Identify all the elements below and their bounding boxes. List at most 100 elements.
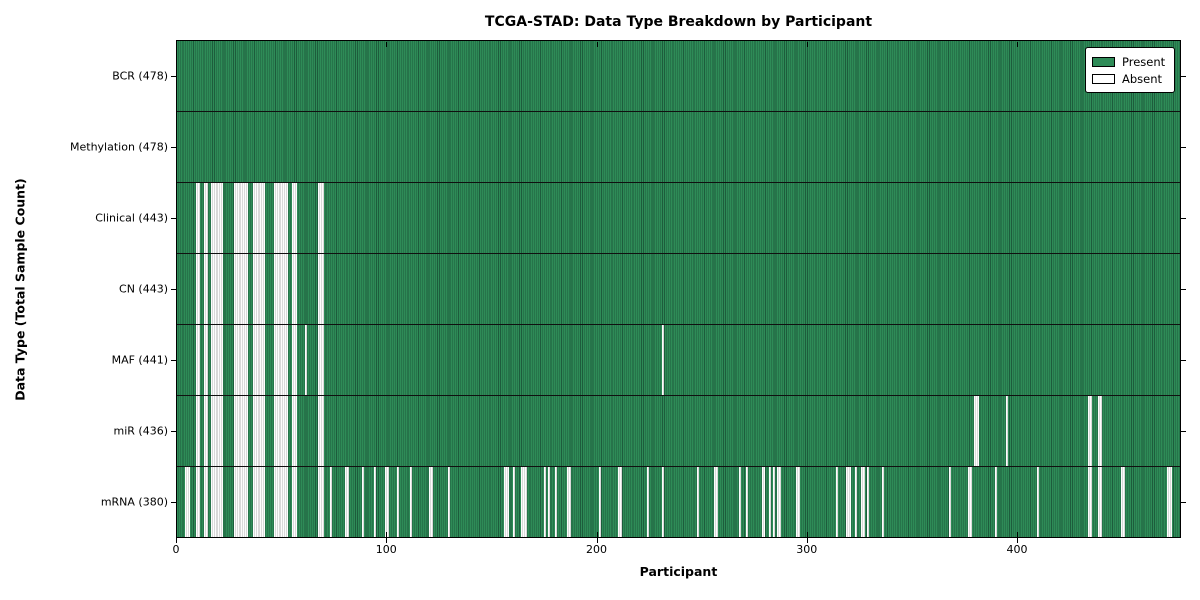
absent-band — [317, 325, 324, 395]
absent-band — [195, 183, 201, 253]
x-axis-label: Participant — [639, 564, 718, 579]
absent-band — [882, 467, 885, 537]
plot-area: Present Absent — [176, 40, 1181, 538]
absent-band — [273, 396, 289, 466]
absent-band — [861, 467, 866, 537]
x-tick-mark — [386, 531, 388, 543]
absent-band — [661, 467, 664, 537]
row-band-CN — [177, 254, 1180, 325]
absent-swatch — [1092, 73, 1115, 84]
absent-band — [292, 254, 297, 324]
y-tick-label: Clinical (443) — [95, 211, 168, 225]
absent-band — [292, 396, 297, 466]
y-tick-mark — [171, 217, 176, 219]
x-tick-label: 100 — [375, 543, 397, 556]
row-band-MAF — [177, 325, 1180, 396]
row-band-mRNA — [177, 467, 1180, 537]
chart-title: TCGA-STAD: Data Type Breakdown by Partic… — [484, 14, 873, 30]
y-tick-label: MAF (441) — [111, 353, 168, 367]
absent-band — [846, 467, 851, 537]
absent-band — [1121, 467, 1126, 537]
absent-band — [210, 467, 224, 537]
absent-band — [968, 467, 973, 537]
absent-band — [210, 396, 224, 466]
absent-band — [598, 467, 601, 537]
absent-band — [548, 467, 551, 537]
absent-band — [374, 467, 377, 537]
absent-band — [617, 467, 622, 537]
absent-band — [317, 183, 324, 253]
absent-band — [195, 325, 201, 395]
absent-band — [292, 183, 297, 253]
legend-item-absent: Absent — [1092, 70, 1167, 87]
absent-band — [195, 254, 201, 324]
row-band-miR — [177, 396, 1180, 467]
absent-band — [233, 396, 249, 466]
absent-band — [317, 254, 324, 324]
absent-band — [273, 325, 289, 395]
absent-band — [361, 467, 364, 537]
absent-band — [233, 325, 249, 395]
legend-item-present: Present — [1092, 53, 1167, 70]
y-tick-label: Methylation (478) — [70, 140, 168, 154]
absent-band — [204, 396, 209, 466]
absent-band — [835, 467, 838, 537]
x-tick-mark — [176, 41, 177, 47]
absent-band — [772, 467, 776, 537]
row-band-Methylation — [177, 112, 1180, 183]
absent-band — [317, 396, 324, 466]
absent-band — [409, 467, 412, 537]
absent-band — [714, 467, 719, 537]
y-tick-mark — [1181, 502, 1186, 504]
y-tick-mark — [171, 75, 176, 77]
absent-band — [330, 467, 333, 537]
absent-band — [210, 183, 224, 253]
absent-band — [554, 467, 557, 537]
present-swatch — [1092, 56, 1115, 67]
x-tick-label: 0 — [172, 543, 180, 556]
x-tick-mark — [176, 531, 177, 543]
absent-band — [567, 467, 572, 537]
row-band-Clinical — [177, 183, 1180, 254]
absent-band — [204, 467, 209, 537]
absent-band — [292, 467, 297, 537]
y-tick-mark — [171, 360, 176, 362]
absent-band — [252, 467, 266, 537]
absent-band — [252, 325, 266, 395]
absent-band — [521, 467, 528, 537]
y-tick-label: CN (443) — [119, 282, 168, 296]
absent-band — [204, 183, 209, 253]
absent-band — [512, 467, 515, 537]
y-tick-mark — [1181, 75, 1186, 77]
absent-band — [428, 467, 433, 537]
x-tick-mark — [596, 41, 598, 47]
y-tick-mark — [171, 502, 176, 504]
absent-band — [252, 254, 266, 324]
absent-band — [344, 467, 350, 537]
absent-band — [195, 467, 201, 537]
absent-band — [447, 467, 450, 537]
absent-band — [273, 183, 289, 253]
absent-band — [1087, 467, 1092, 537]
x-tick-mark — [1017, 41, 1018, 47]
absent-band — [233, 183, 249, 253]
absent-band — [292, 325, 297, 395]
x-tick-mark — [806, 41, 808, 47]
y-tick-mark — [1181, 146, 1186, 148]
absent-band — [768, 467, 771, 537]
x-tick-mark — [386, 41, 388, 47]
y-tick-mark — [1181, 360, 1186, 362]
absent-band — [185, 467, 190, 537]
absent-band — [273, 254, 289, 324]
absent-band — [974, 396, 979, 466]
x-tick-label: 300 — [796, 543, 818, 556]
absent-band — [273, 467, 289, 537]
absent-band — [1098, 467, 1103, 537]
absent-band — [233, 467, 249, 537]
absent-band — [854, 467, 857, 537]
absent-band — [252, 396, 266, 466]
absent-band — [544, 467, 547, 537]
y-tick-mark — [171, 431, 176, 433]
y-tick-mark — [1181, 431, 1186, 433]
y-tick-mark — [1181, 289, 1186, 290]
